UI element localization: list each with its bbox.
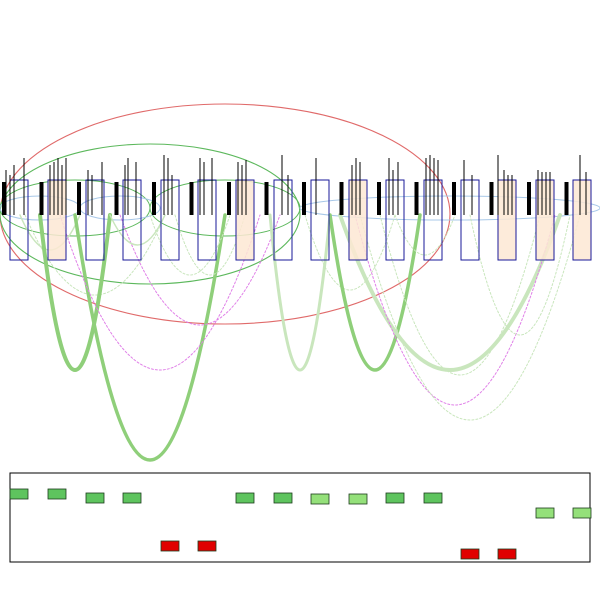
baseline-bar — [77, 182, 81, 215]
link-arc-6 — [119, 214, 281, 326]
baseline-bar — [2, 182, 6, 215]
link-arc-17 — [109, 214, 166, 246]
node-box-2 — [47, 179, 67, 261]
baseline-bar — [377, 182, 381, 215]
link-arc-16 — [469, 214, 571, 336]
connection-arcs — [19, 213, 581, 462]
node-box-12 — [423, 179, 443, 261]
baseline-bar — [227, 182, 231, 215]
chip-4 — [122, 492, 142, 504]
baseline-bar — [414, 182, 419, 215]
group-ellipse-2 — [0, 143, 301, 285]
link-arc-9 — [268, 213, 332, 372]
link-arc-5 — [59, 214, 261, 371]
chip-6 — [197, 540, 217, 552]
node-box-11 — [385, 179, 405, 261]
baseline-bar — [489, 182, 494, 215]
link-arc-10 — [304, 214, 396, 291]
node-box-10 — [348, 179, 368, 261]
group-ellipse-7 — [299, 195, 600, 221]
node-box-3 — [85, 179, 105, 261]
node-box-4 — [122, 179, 142, 261]
link-arc-4 — [73, 213, 227, 462]
node-box-15 — [535, 179, 555, 261]
baseline-bar — [114, 182, 119, 215]
chip-10 — [348, 493, 368, 505]
baseline-layer — [2, 182, 569, 215]
chip-13 — [460, 548, 480, 560]
baseline-bar — [339, 182, 344, 215]
link-arc-18 — [394, 214, 456, 256]
chip-9 — [310, 493, 330, 505]
baseline-bar — [452, 182, 456, 215]
chip-8 — [273, 492, 293, 504]
node-box-1 — [9, 179, 29, 261]
chip-16 — [572, 507, 592, 519]
node-box-6 — [197, 179, 217, 261]
baseline-bar — [39, 182, 44, 215]
chip-12 — [423, 492, 443, 504]
baseline-bar — [564, 182, 569, 215]
link-arc-14 — [359, 214, 581, 421]
chip-7 — [235, 492, 255, 504]
chip-3 — [85, 492, 105, 504]
node-box-5 — [160, 179, 180, 261]
node-box-13 — [460, 179, 480, 261]
link-arc-15 — [379, 214, 541, 376]
tick-marks — [5, 155, 587, 215]
baseline-bar — [189, 182, 194, 215]
baseline-bar — [264, 182, 269, 215]
link-arc-8 — [174, 214, 246, 276]
chip-5 — [160, 540, 180, 552]
bottom-panel — [9, 472, 592, 563]
group-ellipse-1 — [0, 103, 451, 325]
chip-2 — [47, 488, 67, 500]
link-arc-12 — [338, 213, 562, 372]
link-arc-11 — [328, 213, 422, 372]
node-box-9 — [310, 179, 330, 261]
node-box-14 — [497, 179, 517, 261]
chip-11 — [385, 492, 405, 504]
baseline-bar — [152, 182, 156, 215]
chip-1 — [9, 488, 29, 500]
node-box-8 — [273, 179, 293, 261]
link-arc-7 — [149, 214, 231, 276]
chip-14 — [497, 548, 517, 560]
link-arc-3 — [38, 213, 112, 372]
chip-15 — [535, 507, 555, 519]
node-box-16 — [572, 179, 592, 261]
node-box-7 — [235, 179, 255, 261]
baseline-bar — [302, 182, 306, 215]
baseline-bar — [527, 182, 531, 215]
